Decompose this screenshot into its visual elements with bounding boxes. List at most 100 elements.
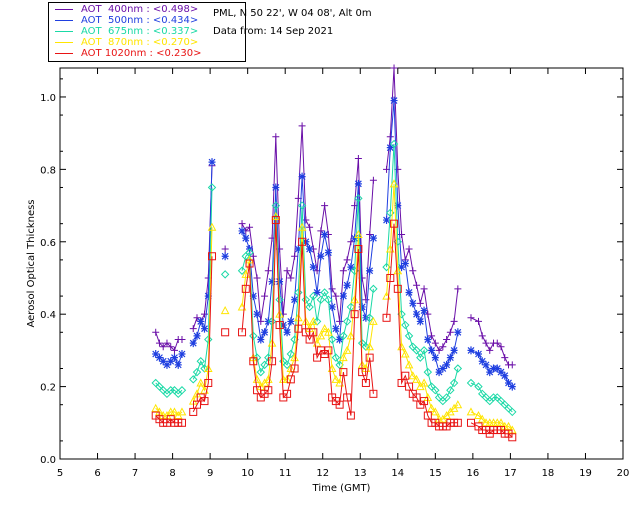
data-point	[478, 332, 486, 340]
data-point	[320, 288, 329, 297]
data-point	[508, 382, 516, 391]
data-point	[313, 288, 321, 297]
data-point	[339, 292, 347, 301]
data-point	[383, 216, 391, 225]
y-tick-label: 0.4	[40, 310, 56, 321]
data-point	[287, 274, 295, 282]
x-tick-label: 13	[354, 468, 367, 479]
data-point	[237, 266, 247, 275]
data-point	[474, 411, 483, 420]
data-point	[309, 328, 318, 337]
data-point	[342, 345, 352, 354]
data-point	[419, 346, 429, 355]
data-point	[331, 374, 341, 383]
y-tick-label: 0.2	[40, 383, 56, 394]
data-point	[446, 328, 454, 336]
data-point	[416, 317, 424, 326]
data-point	[238, 226, 246, 235]
data-point	[420, 397, 429, 406]
data-point	[430, 407, 440, 416]
data-point	[316, 295, 326, 304]
data-point	[283, 328, 291, 337]
data-point	[505, 378, 513, 387]
series-line	[192, 256, 213, 413]
data-point	[238, 220, 246, 228]
data-point	[343, 393, 352, 402]
data-point	[275, 321, 284, 330]
legend-label: AOT 400nm : <0.498>	[81, 4, 199, 15]
data-point	[343, 256, 351, 264]
data-point	[261, 328, 269, 337]
data-point	[478, 357, 486, 366]
data-point	[177, 386, 187, 395]
data-point	[401, 259, 409, 268]
data-point	[196, 378, 206, 387]
data-point	[362, 296, 370, 304]
data-point	[290, 364, 299, 373]
data-point	[369, 389, 378, 398]
legend-entry: AOT 400nm : <0.498>	[49, 4, 245, 15]
data-point	[420, 285, 428, 293]
data-point	[245, 259, 254, 268]
x-tick-label: 8	[169, 468, 175, 479]
data-point	[366, 266, 374, 275]
data-point	[189, 339, 197, 348]
legend-entry: AOT 870nm : <0.270>	[49, 37, 245, 48]
data-point	[271, 216, 280, 225]
series-line	[155, 332, 182, 352]
data-point	[412, 346, 421, 355]
data-point	[294, 245, 302, 254]
data-point	[431, 339, 439, 347]
data-point	[220, 306, 230, 315]
data-point	[351, 234, 359, 243]
x-tick-label: 14	[391, 468, 404, 479]
data-point	[253, 310, 261, 319]
x-tick-label: 6	[94, 468, 100, 479]
data-point	[204, 292, 212, 301]
data-point	[336, 317, 344, 325]
data-point	[466, 407, 476, 416]
data-point	[253, 274, 261, 282]
data-point	[317, 227, 325, 235]
data-point	[449, 378, 459, 388]
data-point	[354, 194, 363, 203]
data-point	[390, 96, 398, 105]
data-point	[493, 364, 501, 373]
data-point	[497, 368, 505, 377]
data-point	[283, 389, 292, 398]
data-point	[398, 263, 406, 272]
data-point	[196, 357, 205, 366]
data-point	[477, 414, 487, 423]
data-point	[408, 371, 418, 380]
legend-line-swatch	[55, 53, 73, 54]
data-point	[354, 245, 363, 254]
data-point	[201, 310, 209, 318]
data-point	[291, 252, 299, 260]
y-tick-label: 0.0	[40, 455, 56, 466]
series-line	[386, 143, 459, 402]
data-point	[166, 386, 175, 395]
data-point	[489, 393, 498, 402]
data-point	[431, 353, 439, 362]
data-point	[220, 270, 230, 279]
legend-line-swatch	[55, 42, 73, 43]
data-point	[386, 143, 394, 152]
data-point	[508, 433, 517, 442]
data-point	[178, 350, 186, 359]
data-point	[178, 336, 186, 344]
data-point	[221, 245, 229, 253]
data-point	[508, 407, 517, 417]
legend-label: AOT 675nm : <0.337>	[81, 26, 199, 37]
data-point	[501, 371, 509, 380]
data-point	[163, 339, 171, 347]
legend-line-swatch	[55, 9, 73, 10]
data-point	[358, 302, 366, 311]
data-point	[177, 407, 187, 416]
data-point	[207, 183, 217, 192]
data-point	[242, 234, 250, 243]
data-point	[177, 418, 186, 427]
data-point	[260, 360, 269, 370]
data-point	[159, 357, 167, 366]
data-point	[416, 353, 425, 362]
data-point	[321, 202, 329, 210]
